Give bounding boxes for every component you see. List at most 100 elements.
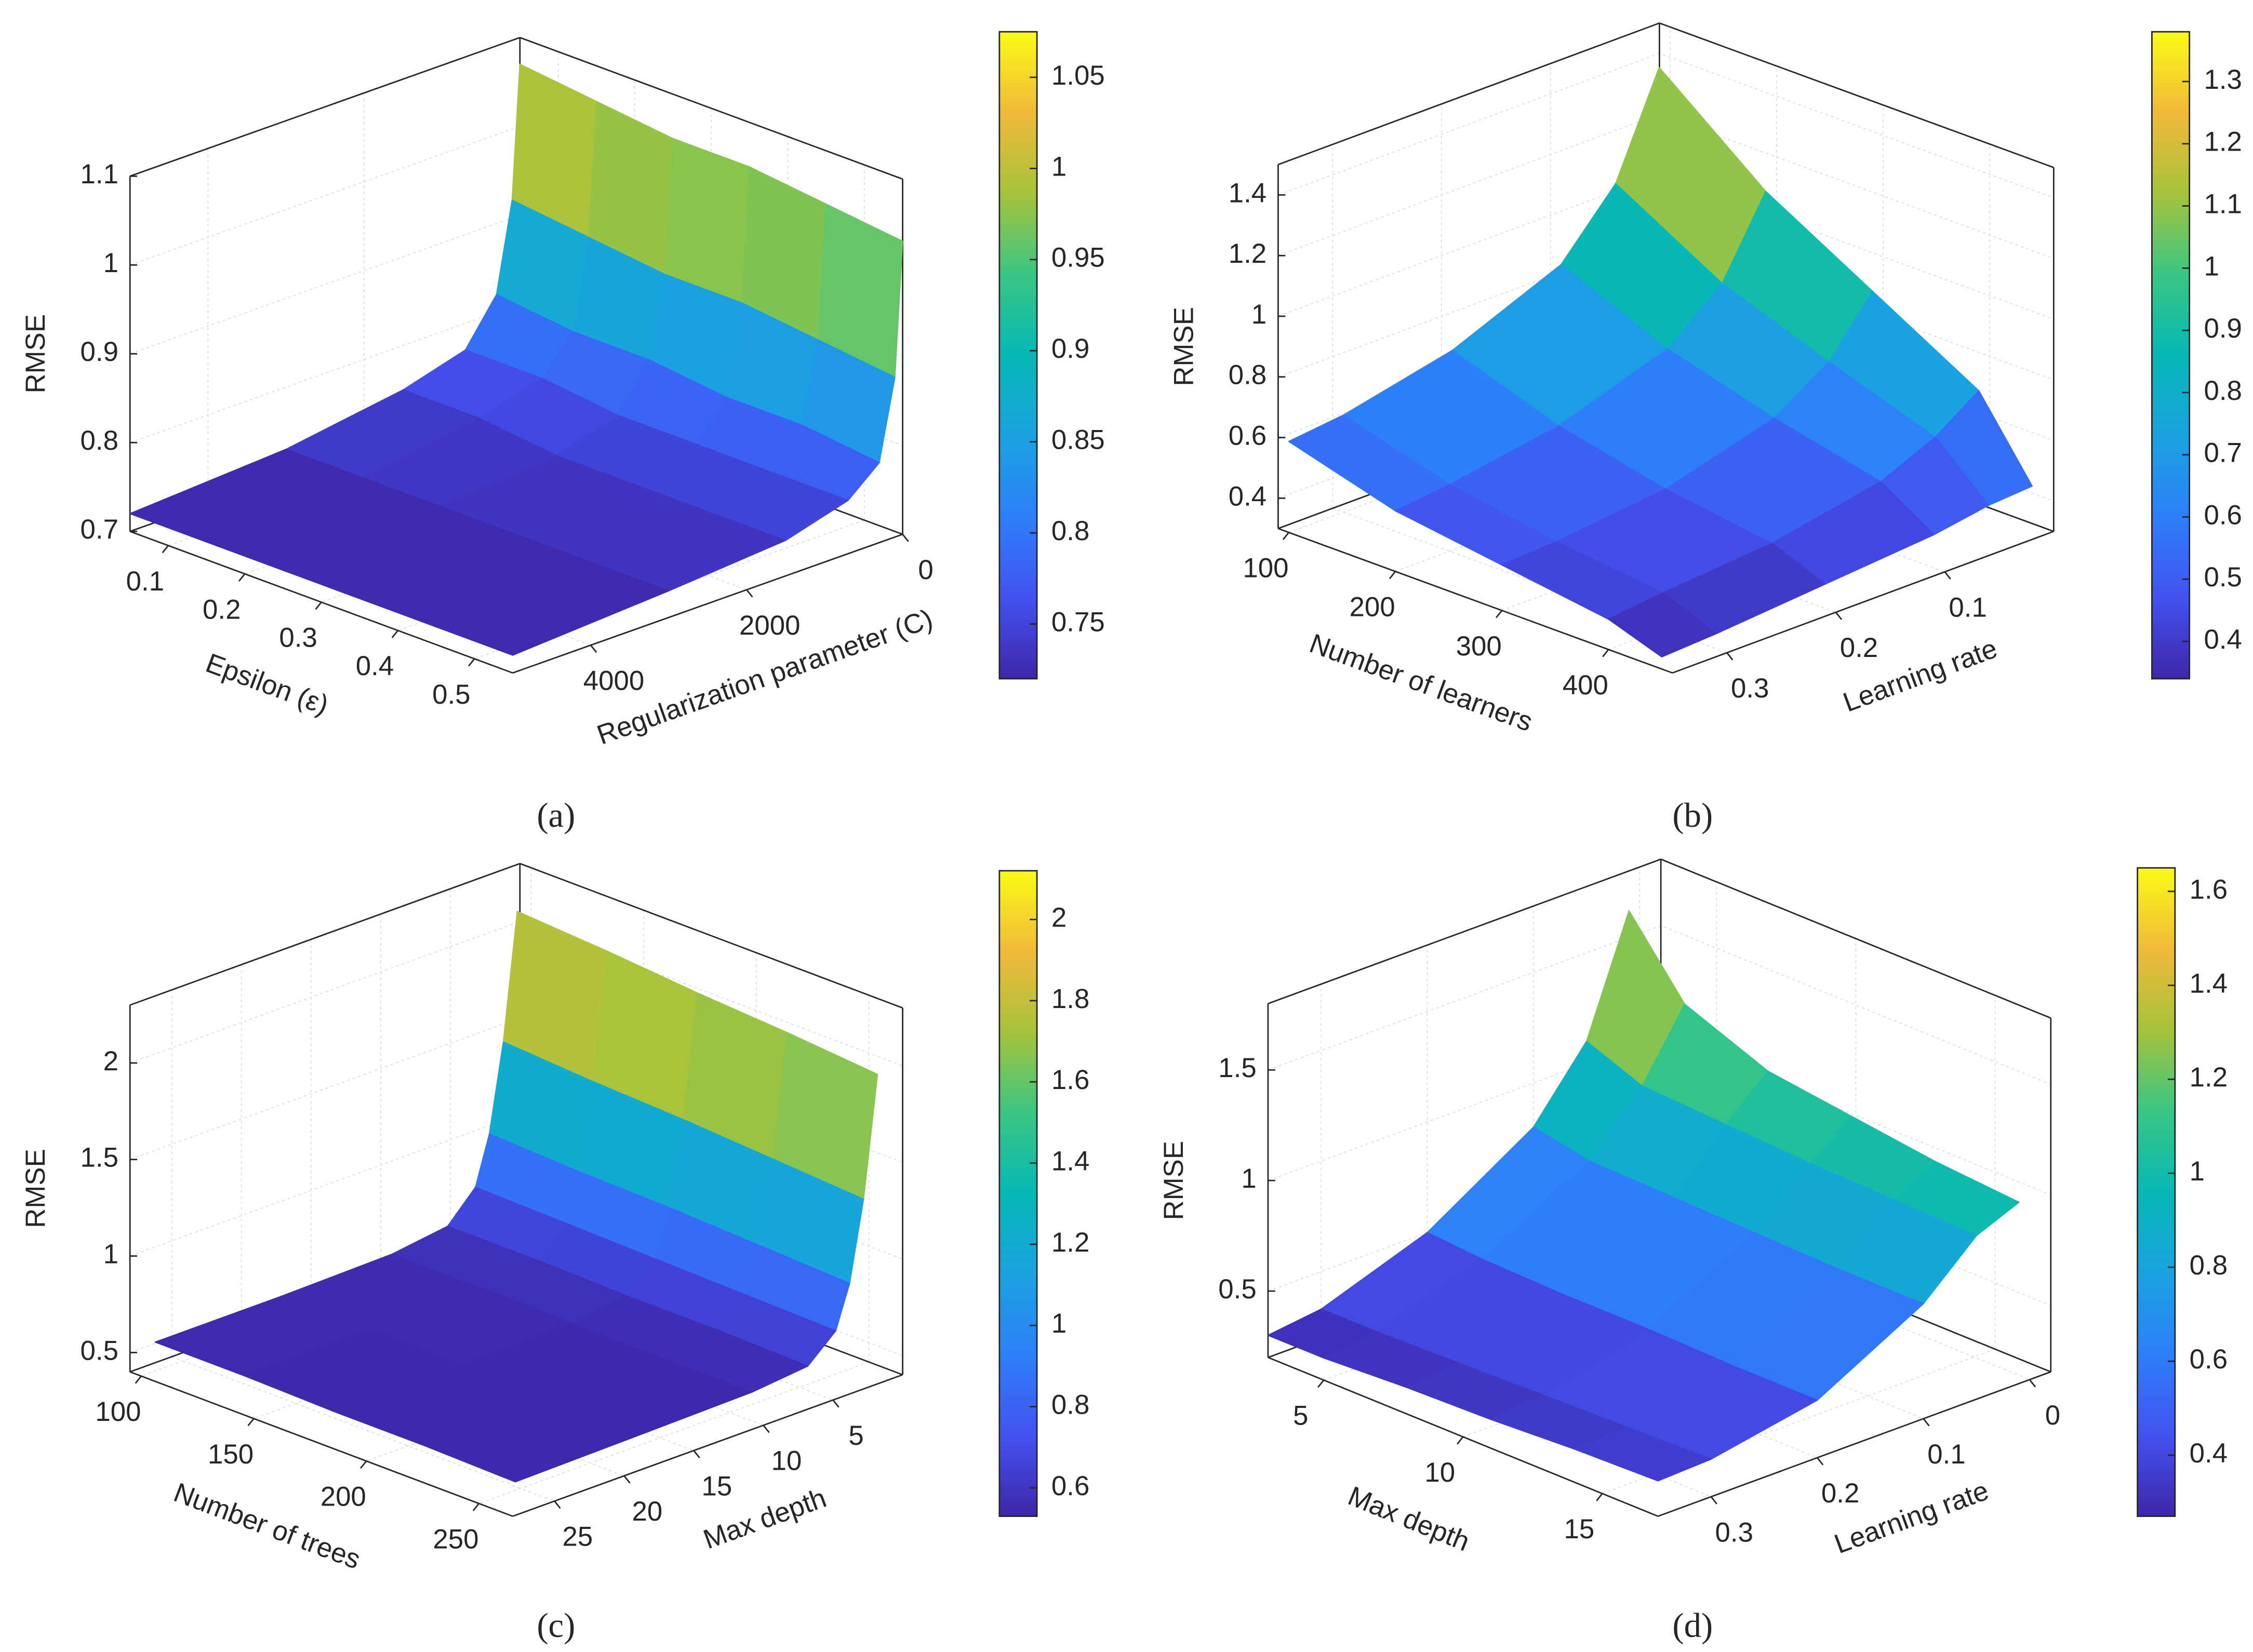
colorbar-tick-label: 0.8 — [2204, 375, 2242, 406]
grid-line — [1332, 507, 1727, 653]
x-tick-label: 200 — [321, 1482, 366, 1512]
y-tick-label: 0.1 — [1927, 1439, 1965, 1470]
x-tick-label: 0.4 — [356, 651, 394, 681]
y-tick — [623, 1475, 631, 1484]
z-tick-label: 0.9 — [81, 337, 118, 367]
surface-cell — [1608, 592, 1717, 657]
z-tick-label: 1 — [1241, 1163, 1256, 1194]
x-tick-label: 150 — [208, 1439, 254, 1470]
colorbar-tick-label: 1 — [2190, 1156, 2205, 1187]
x-tick — [135, 1375, 142, 1384]
y-tick — [1835, 612, 1843, 620]
panel-label: (a) — [537, 797, 575, 835]
x-tick — [247, 1418, 255, 1427]
x-tick-label: 5 — [1293, 1401, 1308, 1431]
z-tick-label: 1 — [103, 248, 118, 278]
x-tick-label: 0.1 — [126, 566, 164, 597]
axis-box-edge — [512, 1374, 903, 1517]
colorbar-tick-label: 0.6 — [1051, 1471, 1089, 1501]
y-tick — [746, 589, 753, 598]
colorbar — [2137, 867, 2176, 1517]
x-tick — [238, 573, 246, 582]
x-tick — [468, 658, 475, 667]
x-tick-label: 250 — [433, 1524, 478, 1554]
y-tick-label: 2000 — [739, 610, 800, 641]
colorbar-tick-label: 0.9 — [2204, 313, 2242, 344]
y-tick-label: 10 — [771, 1446, 802, 1476]
x-tick-label: 100 — [1243, 553, 1288, 583]
y-tick-label: 0.2 — [1840, 633, 1878, 663]
x-tick — [1602, 649, 1609, 657]
colorbar-tick-label: 1.2 — [2190, 1062, 2228, 1093]
axis-box-edge — [1277, 22, 1660, 166]
colorbar — [2151, 31, 2191, 680]
y-tick — [902, 533, 909, 542]
y-tick-label: 15 — [702, 1471, 732, 1501]
z-axis-label: RMSE — [1158, 1141, 1189, 1220]
z-axis-label: RMSE — [20, 1149, 51, 1228]
panel-label: (c) — [537, 1607, 575, 1645]
x-tick-label: 300 — [1456, 631, 1502, 662]
colorbar-tick-label: 0.6 — [2190, 1344, 2228, 1375]
colorbar-tick-label: 0.85 — [1051, 425, 1105, 455]
y-tick — [1726, 652, 1734, 661]
x-axis-label: Number of learners — [1305, 628, 1537, 737]
colorbar — [998, 870, 1038, 1517]
x-tick — [315, 601, 322, 610]
z-tick-label: 0.7 — [81, 514, 118, 545]
axis-box-edge — [1658, 1371, 2051, 1517]
colorbar-tick-label: 1 — [1051, 1308, 1066, 1339]
y-tick — [2029, 1379, 2036, 1388]
z-tick-label: 1 — [103, 1239, 118, 1269]
colorbar-tick-label: 0.9 — [1051, 333, 1089, 364]
colorbar-tick-label: 1.2 — [2204, 127, 2242, 157]
y-tick — [832, 1399, 839, 1408]
y-tick-label: 0.1 — [1949, 592, 1987, 623]
x-tick — [472, 1503, 480, 1511]
colorbar-tick-label: 0.6 — [2204, 500, 2242, 530]
axis-box-edge — [1268, 858, 1661, 1004]
y-tick — [1944, 571, 1951, 580]
x-tick — [162, 545, 169, 554]
z-tick-label: 0.8 — [1229, 360, 1267, 391]
y-tick-label: 0 — [918, 555, 933, 585]
z-tick-label: 0.5 — [81, 1335, 118, 1366]
colorbar-tick-label: 1.3 — [2204, 64, 2242, 95]
y-tick — [763, 1425, 770, 1433]
x-tick-label: 15 — [1564, 1514, 1594, 1544]
y-tick-label: 0 — [2045, 1400, 2060, 1431]
surface-cell — [664, 138, 750, 304]
colorbar-tick-label: 1 — [2204, 251, 2219, 281]
surface-cell — [424, 1400, 642, 1483]
z-tick-label: 2 — [103, 1046, 118, 1077]
x-tick-label: 100 — [95, 1396, 141, 1427]
y-tick-label: 0.2 — [1821, 1478, 1859, 1509]
x-tick-label: 200 — [1350, 592, 1395, 623]
x-tick — [1495, 610, 1503, 619]
y-tick-label: 20 — [632, 1496, 663, 1527]
panel-label: (d) — [1672, 1607, 1713, 1645]
colorbar — [998, 31, 1038, 680]
colorbar-tick-label: 1.6 — [1051, 1065, 1089, 1095]
colorbar-tick-label: 0.5 — [2204, 562, 2242, 593]
axis-box-edge — [129, 36, 521, 177]
colorbar-tick-label: 0.4 — [2190, 1438, 2228, 1469]
z-tick-label: 1.1 — [81, 159, 118, 190]
y-tick-label: 25 — [562, 1522, 593, 1552]
x-tick-label: 0.2 — [203, 594, 241, 625]
x-tick-label: 0.3 — [279, 623, 317, 653]
colorbar-tick-label: 1.1 — [2204, 189, 2242, 220]
x-tick-label: 10 — [1424, 1457, 1455, 1488]
surface-cell — [435, 562, 670, 656]
x-tick — [1596, 1493, 1603, 1501]
x-axis-label: Max depth — [1344, 1481, 1474, 1557]
y-tick-label: 0.3 — [1715, 1517, 1753, 1548]
axis-box-edge — [519, 36, 903, 180]
y-tick — [1817, 1457, 1824, 1466]
z-tick-label: 1.5 — [81, 1143, 118, 1173]
z-axis-label: RMSE — [1168, 307, 1199, 386]
colorbar-tick-label: 1.6 — [2190, 874, 2228, 905]
z-tick-label: 0.5 — [1218, 1274, 1256, 1305]
axis-box-edge — [1659, 22, 2054, 168]
